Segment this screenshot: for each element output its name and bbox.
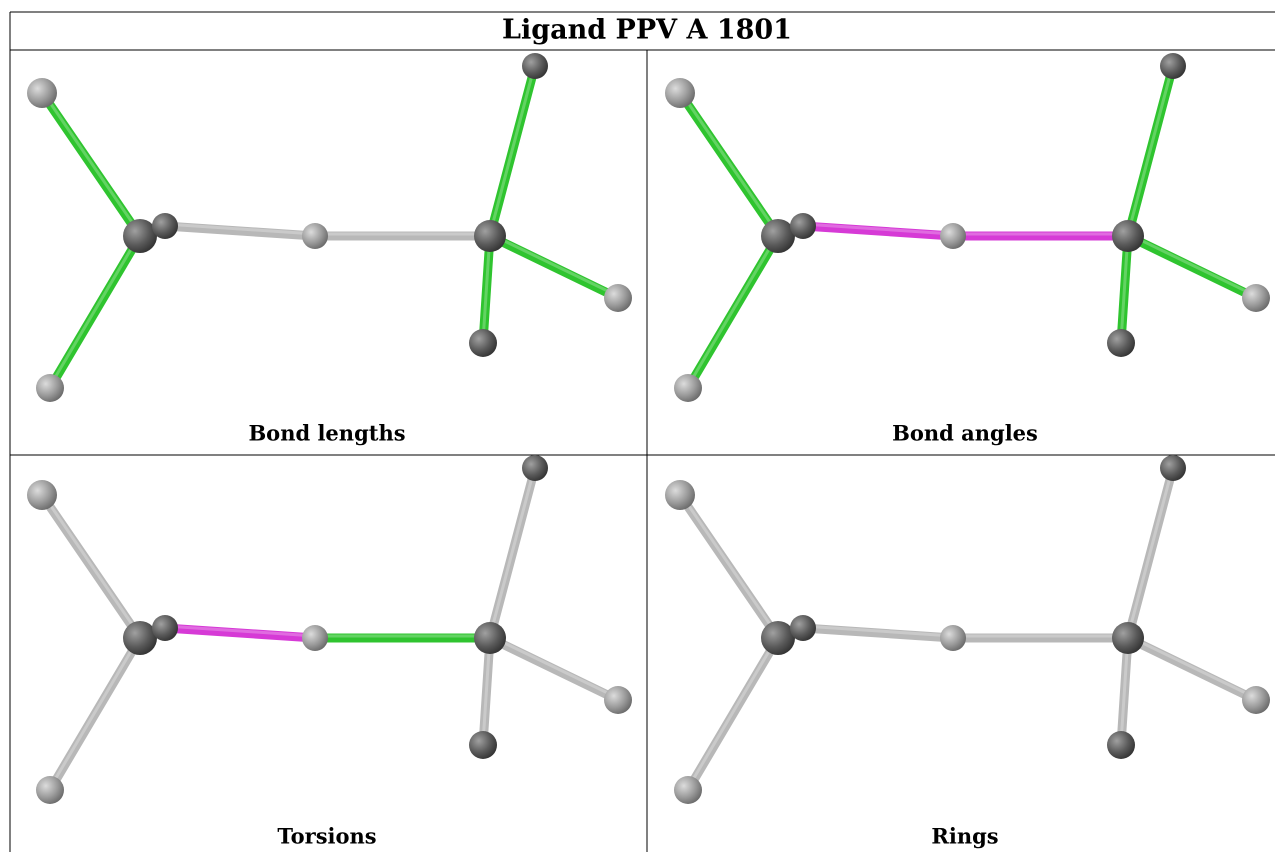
atom (27, 480, 57, 510)
bond (675, 88, 783, 241)
atom (940, 625, 966, 651)
bond-highlight (40, 492, 142, 637)
atom (1242, 686, 1270, 714)
bond-highlight (48, 233, 142, 387)
atom (123, 219, 157, 253)
bond-highlight (1126, 465, 1175, 637)
bond (675, 490, 783, 643)
bond-highlight (164, 624, 316, 638)
atom (604, 686, 632, 714)
bond-highlight (489, 634, 619, 700)
atom (940, 223, 966, 249)
bond (478, 633, 495, 750)
atom (1160, 53, 1186, 79)
bond (160, 221, 320, 241)
atom (761, 621, 795, 655)
bond (485, 231, 623, 303)
figure-title: Ligand PPV A 1801 (502, 15, 792, 46)
atom (302, 223, 328, 249)
bond (485, 61, 540, 241)
atom (674, 374, 702, 402)
atom (469, 329, 497, 357)
bond (683, 633, 783, 795)
atom (1107, 731, 1135, 759)
atom (469, 731, 497, 759)
bond (1123, 231, 1261, 303)
bond-highlight (686, 635, 780, 789)
atom (522, 53, 548, 79)
bond (1123, 633, 1261, 705)
bond (45, 633, 145, 795)
bond-highlight (686, 233, 780, 387)
bond (45, 231, 145, 393)
bond-highlight (802, 624, 954, 638)
bond-highlight (40, 90, 142, 235)
bond (37, 88, 145, 241)
bond (1123, 61, 1178, 241)
bond-highlight (164, 222, 316, 236)
bond (160, 623, 320, 643)
atom (790, 213, 816, 239)
atom (36, 374, 64, 402)
atom (302, 625, 328, 651)
atom (36, 776, 64, 804)
bond-highlight (678, 492, 780, 637)
bond (1116, 633, 1133, 750)
panel-caption: Bond angles (892, 421, 1038, 446)
atom (123, 621, 157, 655)
atom (1112, 220, 1144, 252)
atom (27, 78, 57, 108)
bond-highlight (489, 232, 619, 298)
bond-highlight (488, 63, 537, 235)
bond (683, 231, 783, 393)
atom (152, 213, 178, 239)
panels: Bond lengths Bond angles Torsions Rings (27, 53, 1270, 849)
bond (1116, 231, 1133, 348)
bond-highlight (1127, 232, 1257, 298)
bond (485, 463, 540, 643)
bond (1123, 463, 1178, 643)
atom (1112, 622, 1144, 654)
atom (1107, 329, 1135, 357)
atom (674, 776, 702, 804)
atom (1242, 284, 1270, 312)
molecule-panel (27, 53, 632, 402)
atom (761, 219, 795, 253)
bond (478, 231, 495, 348)
bond (37, 490, 145, 643)
atom (474, 622, 506, 654)
atom (665, 78, 695, 108)
atom (1160, 455, 1186, 481)
atom (152, 615, 178, 641)
atom (604, 284, 632, 312)
bond (485, 633, 623, 705)
atom (522, 455, 548, 481)
bond-highlight (678, 90, 780, 235)
bond-highlight (48, 635, 142, 789)
bond (798, 221, 958, 241)
panel-caption: Bond lengths (248, 421, 405, 446)
molecule-panel (665, 53, 1270, 402)
bond-highlight (488, 465, 537, 637)
panel-caption: Torsions (277, 824, 376, 849)
atom (790, 615, 816, 641)
molecule-panel (27, 455, 632, 804)
molecule-panel (665, 455, 1270, 804)
atom (474, 220, 506, 252)
bond (798, 623, 958, 643)
bond-highlight (1127, 634, 1257, 700)
bond-highlight (802, 222, 954, 236)
atom (665, 480, 695, 510)
bond-highlight (1126, 63, 1175, 235)
panel-caption: Rings (931, 824, 998, 849)
